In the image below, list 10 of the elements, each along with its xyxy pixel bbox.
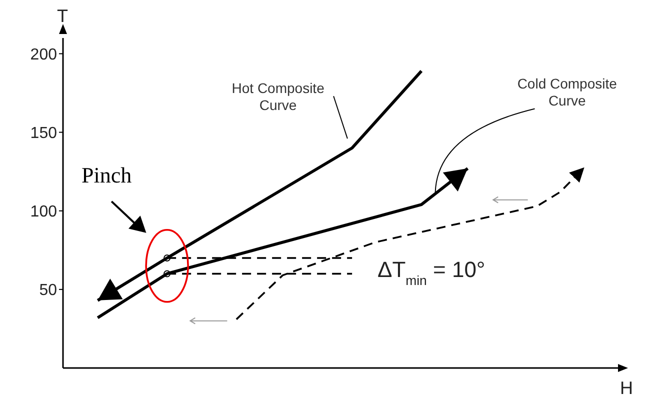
annotation: Pinch <box>82 162 132 188</box>
y-tick-label: 150 <box>30 124 58 142</box>
annotation: Hot Composite Curve <box>232 80 325 113</box>
y-tick-label: 200 <box>30 46 58 64</box>
y-axis-title: T <box>57 6 68 26</box>
annotation: Cold Composite Curve <box>517 75 618 108</box>
y-tick-label: 100 <box>30 204 58 221</box>
annotation: ΔT$_{min}$ = 10° <box>378 256 486 288</box>
y-tick-label: 50 <box>39 282 58 300</box>
x-axis-title: H <box>620 378 633 398</box>
